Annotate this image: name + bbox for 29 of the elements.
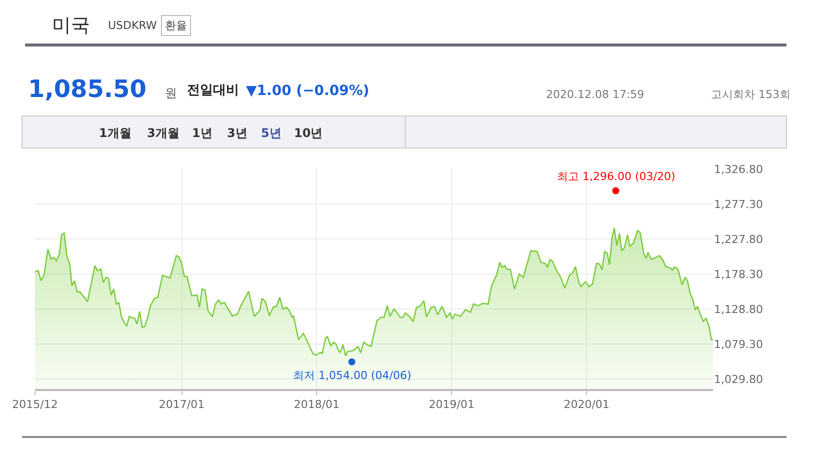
text: 1년 [192, 126, 212, 140]
y-tick-label: 1,227.80 [714, 232, 763, 246]
x-tick-label: 2018/01 [294, 398, 340, 412]
y-tick-label: 1,178.30 [714, 268, 763, 281]
text: ▼1.00 (−0.09%) [246, 83, 370, 99]
text: 환율 [165, 19, 187, 32]
annotation: 최고 1,296.00 (03/20) [557, 170, 676, 183]
x-tick-label: 2020/01 [564, 398, 610, 412]
text: 1개월 [99, 126, 132, 140]
y-tick-label: 1,029.80 [714, 372, 763, 386]
text: 10년 [294, 126, 323, 140]
y-tick-label: 1,277.30 [714, 198, 763, 211]
chart-subtitle: USDKRW [108, 19, 157, 32]
x-tick-label: 2017/01 [158, 398, 205, 412]
text: 3년 [227, 126, 248, 140]
y-tick-label: 1,079.30 [714, 338, 763, 351]
text: 3개월 [147, 126, 180, 140]
text: 1,085.50 [28, 75, 146, 103]
text: 전일대비 [187, 83, 239, 98]
x-tick-label: 2015/12 [12, 398, 58, 412]
x-tick-label: 2019/01 [428, 398, 474, 412]
text: 원 [165, 86, 177, 100]
text: 2020.12.08 17:59 [546, 88, 644, 101]
text: 고시회차 153회 [711, 88, 790, 101]
y-tick-label: 1,326.80 [714, 162, 763, 176]
y-tick-label: 1,128.80 [714, 302, 763, 316]
chart-title: 미국 [52, 14, 90, 37]
text: 5년 [261, 126, 282, 140]
annotation: 최저 1,054.00 (04/06) [293, 369, 412, 382]
